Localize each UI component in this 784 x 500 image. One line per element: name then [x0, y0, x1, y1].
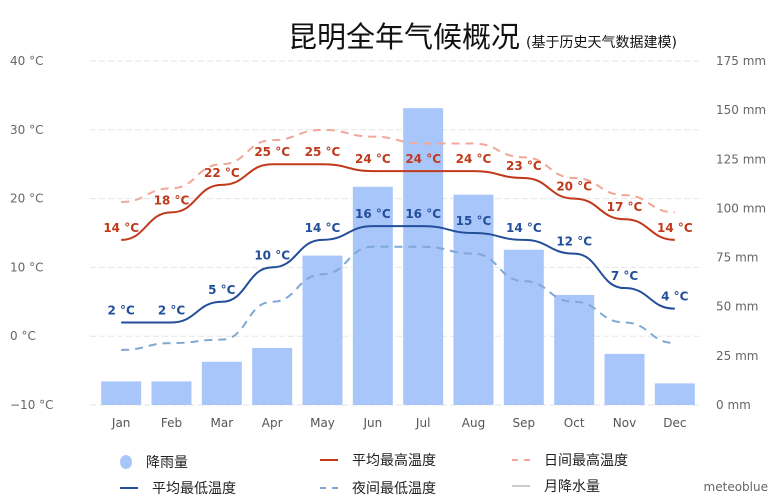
line-swatch-icon [512, 485, 530, 487]
right-tick-label: 100 mm [716, 201, 766, 215]
legend-label: 平均最高温度 [352, 453, 436, 469]
data-label: 2 °C [158, 303, 186, 317]
precip-bar [503, 249, 544, 405]
data-label: 10 °C [254, 248, 290, 262]
watermark: meteoblue [703, 480, 768, 494]
data-label: 12 °C [556, 235, 592, 249]
x-tick-label: Jul [415, 416, 430, 430]
data-label: 7 °C [611, 269, 639, 283]
data-label: 14 °C [305, 221, 341, 235]
left-tick-label: 40 °C [10, 54, 43, 68]
data-label: 14 °C [103, 221, 139, 235]
line-swatch-icon [120, 487, 138, 489]
left-tick-label: −10 °C [10, 398, 54, 412]
x-tick-label: Feb [161, 416, 182, 430]
data-label: 24 °C [456, 152, 492, 166]
data-label: 22 °C [204, 166, 240, 180]
legend-item[interactable]: 平均最低温度 [120, 478, 236, 498]
line-平均最高温度 [121, 163, 675, 241]
legend-item[interactable]: 日间最高温度 [512, 450, 628, 470]
data-label: 14 °C [506, 221, 542, 235]
data-label: 25 °C [254, 145, 290, 159]
line-日间最高温度 [121, 128, 675, 214]
data-label: 25 °C [305, 145, 341, 159]
right-tick-label: 125 mm [716, 152, 766, 166]
chart-subtitle: (基于历史天气数据建模) [526, 35, 677, 51]
legend-item[interactable]: 夜间最低温度 [320, 478, 436, 498]
left-tick-label: 30 °C [10, 123, 43, 137]
x-tick-label: Mar [211, 416, 234, 430]
precip-bar [252, 347, 293, 405]
left-tick-label: 20 °C [10, 192, 43, 206]
precip-bar [654, 383, 695, 405]
left-tick-label: 10 °C [10, 260, 43, 274]
precip-bar [352, 186, 393, 405]
right-tick-label: 0 mm [716, 398, 751, 412]
line-swatch-icon [320, 487, 338, 489]
data-label: 5 °C [208, 283, 236, 297]
data-label: 23 °C [506, 159, 542, 173]
right-tick-label: 25 mm [716, 349, 758, 363]
precip-bar [453, 194, 494, 405]
x-tick-label: Aug [462, 416, 485, 430]
right-tick-label: 175 mm [716, 54, 766, 68]
precip-bar [302, 255, 343, 405]
circle-swatch-icon [120, 455, 132, 469]
data-label: 2 °C [107, 303, 135, 317]
data-label: 16 °C [405, 207, 441, 221]
legend-label: 降雨量 [146, 455, 188, 471]
x-tick-label: Jan [111, 416, 131, 430]
left-tick-label: 0 °C [10, 329, 36, 343]
precip-bar [554, 294, 595, 405]
right-tick-label: 50 mm [716, 300, 758, 314]
data-label: 24 °C [405, 152, 441, 166]
data-label: 20 °C [556, 180, 592, 194]
chart-title: 昆明全年气候概况 (基于历史天气数据建模) [288, 20, 677, 54]
data-label: 4 °C [661, 290, 689, 304]
right-tick-label: 150 mm [716, 103, 766, 117]
x-tick-label: Nov [613, 416, 636, 430]
data-label: 17 °C [607, 200, 643, 214]
data-label: 15 °C [456, 214, 492, 228]
x-tick-label: Jun [362, 416, 382, 430]
right-tick-label: 75 mm [716, 251, 758, 265]
precip-bar [151, 381, 192, 405]
data-label: 24 °C [355, 152, 391, 166]
precip-bar [101, 381, 142, 405]
legend-label: 夜间最低温度 [352, 481, 436, 497]
plot-area: 40 °C 30 °C 20 °C 10 °C 0 °C −10 °C 175 mm 150 … [10, 54, 766, 430]
line-平均最低温度 [121, 225, 675, 324]
data-label: 14 °C [657, 221, 693, 235]
precip-bar [403, 108, 444, 406]
line-swatch-icon [320, 459, 338, 461]
precip-bar [604, 353, 645, 405]
line-swatch-icon [512, 459, 530, 461]
precip-bar [201, 361, 242, 405]
x-tick-label: Sep [513, 416, 536, 430]
data-label: 16 °C [355, 207, 391, 221]
legend-label: 日间最高温度 [544, 453, 628, 469]
legend-item[interactable]: 月降水量 [512, 476, 600, 496]
x-tick-label: Oct [564, 416, 585, 430]
x-tick-label: May [310, 416, 335, 430]
legend-item[interactable]: 降雨量 [120, 452, 188, 472]
data-label: 18 °C [154, 193, 190, 207]
legend-item[interactable]: 平均最高温度 [320, 450, 436, 470]
line-夜间最低温度 [121, 245, 675, 351]
x-tick-label: Dec [663, 416, 686, 430]
legend-label: 月降水量 [544, 479, 600, 495]
x-tick-label: Apr [262, 416, 283, 430]
legend-label: 平均最低温度 [152, 481, 236, 497]
